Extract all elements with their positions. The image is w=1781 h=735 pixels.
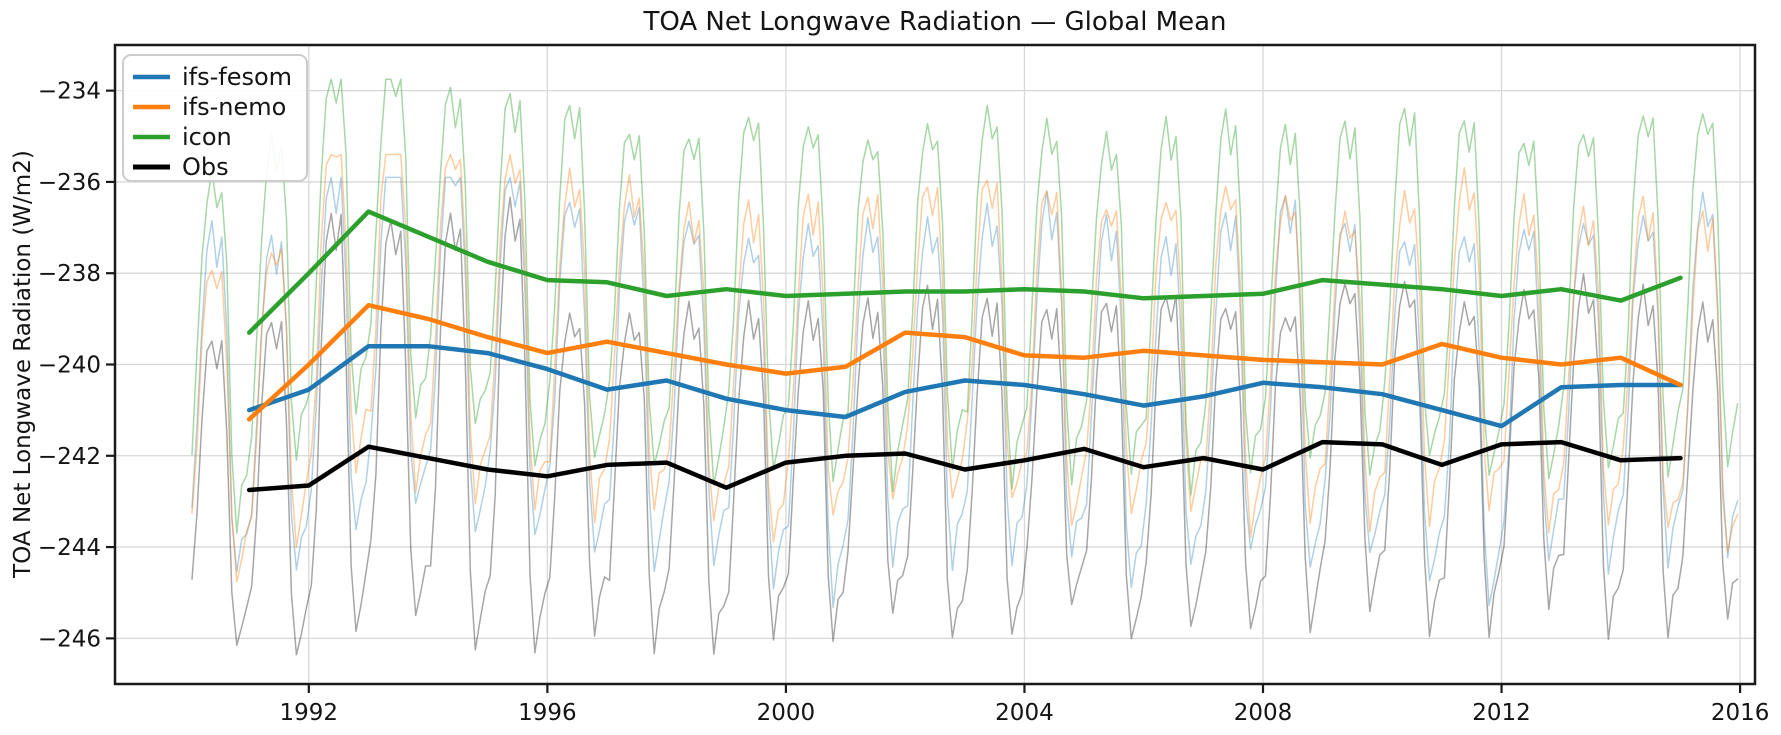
x-tick-label: 2012 bbox=[1472, 700, 1531, 726]
legend: ifs-fesom ifs-nemo icon Obs bbox=[122, 54, 308, 182]
series-line-Obs bbox=[246, 439, 1683, 493]
y-tick-label: −234 bbox=[38, 79, 101, 105]
series-line-icon bbox=[246, 209, 1683, 335]
legend-label-obs: Obs bbox=[182, 153, 229, 181]
y-axis-label: TOA Net Longwave Radiation (W/m2) bbox=[10, 150, 36, 579]
axis-ticks: 1992 1996 2000 2004 2008 2012 2016 −234 −236 −238… bbox=[38, 79, 1770, 726]
monthly-line-ifs-nemo bbox=[191, 153, 1739, 583]
x-tick-label: 2000 bbox=[757, 700, 816, 726]
legend-label-icon: icon bbox=[182, 123, 232, 151]
monthly-line-icon bbox=[191, 78, 1739, 534]
x-tick-label: 1992 bbox=[280, 700, 339, 726]
grid-lines bbox=[115, 45, 1755, 684]
y-tick-label: −238 bbox=[38, 261, 101, 287]
series-line-ifs-fesom bbox=[246, 343, 1683, 429]
legend-label-ifs-nemo: ifs-nemo bbox=[182, 93, 286, 121]
x-tick-label: 2004 bbox=[995, 700, 1054, 726]
y-tick-label: −240 bbox=[38, 353, 101, 379]
y-tick-label: −246 bbox=[38, 626, 101, 652]
y-tick-label: −242 bbox=[38, 444, 101, 470]
y-tick-label: −244 bbox=[38, 535, 101, 561]
chart-title: TOA Net Longwave Radiation — Global Mean bbox=[642, 7, 1226, 37]
x-tick-label: 1996 bbox=[518, 700, 577, 726]
x-tick-label: 2016 bbox=[1711, 700, 1770, 726]
monthly-line-ifs-fesom bbox=[191, 176, 1739, 609]
legend-box bbox=[122, 54, 308, 182]
y-tick-label: −236 bbox=[38, 170, 101, 196]
legend-label-ifs-fesom: ifs-fesom bbox=[182, 63, 292, 91]
plot-lines bbox=[191, 78, 1739, 656]
monthly-line-Obs bbox=[191, 196, 1739, 656]
series-line-ifs-nemo bbox=[246, 302, 1683, 422]
x-tick-label: 2008 bbox=[1234, 700, 1293, 726]
